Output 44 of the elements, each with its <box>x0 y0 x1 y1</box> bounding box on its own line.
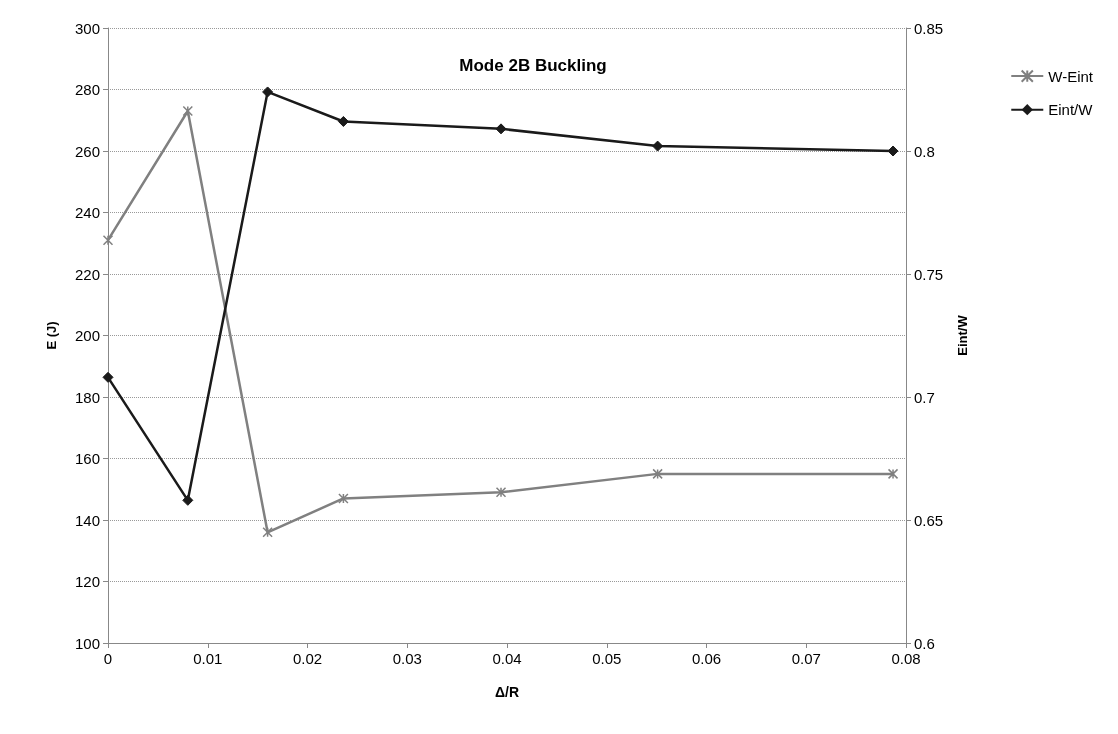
y2-tick-label: 0.7 <box>914 388 935 406</box>
point <box>182 105 194 117</box>
y-tick-label: 140 <box>74 511 100 529</box>
x-tick-label: 0.08 <box>891 650 921 667</box>
x-tick-label: 0.02 <box>292 650 323 667</box>
y-tick-label: 260 <box>74 142 100 160</box>
y2-tick-label: 0.65 <box>914 511 944 529</box>
point <box>337 115 349 127</box>
y2-tick-label: 0.8 <box>914 142 935 160</box>
point <box>495 123 507 135</box>
y-tick-label: 240 <box>74 204 100 221</box>
y-tick-label: 120 <box>74 573 100 590</box>
y-tick-label: 160 <box>74 450 100 467</box>
x-tick-label: 0.04 <box>492 650 522 667</box>
x-tick-label: 0.06 <box>691 650 722 667</box>
point <box>495 487 507 498</box>
y-tick-label: 180 <box>74 388 100 406</box>
y2-tick-label: 0.75 <box>914 265 944 283</box>
y2-tick-label: 0.85 <box>914 19 944 37</box>
y-axis-title: E (J) <box>44 321 59 350</box>
text: Mode 2B Buckling <box>459 56 607 75</box>
point <box>338 493 349 504</box>
point <box>262 527 273 538</box>
x-tick-label: 0.05 <box>592 650 622 667</box>
point <box>262 86 274 98</box>
point <box>182 494 194 506</box>
y-tick-label: 200 <box>74 327 100 344</box>
x-tick-label: 0 <box>103 650 113 667</box>
y-tick-label: 280 <box>74 81 100 98</box>
point <box>102 371 114 383</box>
y-tick-label: 300 <box>74 19 100 37</box>
x-axis-title: Δ/R <box>494 684 520 700</box>
point <box>887 468 899 480</box>
point <box>102 234 114 246</box>
y-tick-label: 100 <box>74 634 100 652</box>
y2-axis-title: Eint/W <box>955 314 970 356</box>
point <box>652 468 663 480</box>
x-tick-label: 0.03 <box>392 650 422 667</box>
legend-label: W-Eint <box>1048 67 1094 85</box>
x-tick-label: 0.07 <box>791 650 821 667</box>
y-tick-label: 220 <box>74 265 100 283</box>
y2-tick-label: 0.6 <box>914 634 935 652</box>
x-tick-label: 0.01 <box>193 650 223 667</box>
legend-label: Eint/W <box>1048 101 1094 119</box>
